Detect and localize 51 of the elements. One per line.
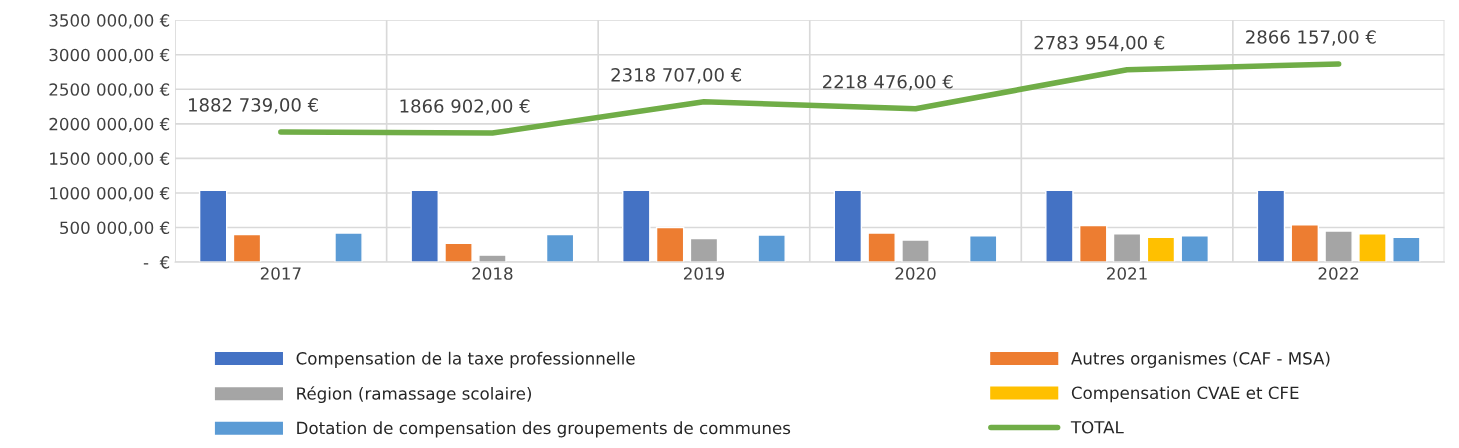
x-tick-label: 2021	[1107, 267, 1147, 280]
legend-label: Compensation CVAE et CFE	[1071, 386, 1299, 403]
bar	[1112, 233, 1142, 263]
data-label: 1866 902,00 €	[400, 99, 530, 115]
bar	[1146, 236, 1176, 263]
bar	[901, 239, 930, 263]
x-tick-label: 2017	[260, 267, 301, 280]
data-label: 2783 954,00 €	[1034, 35, 1165, 52]
data-label: 2318 707,00 €	[611, 67, 742, 84]
bar	[833, 189, 863, 263]
bar	[689, 237, 719, 263]
bar	[198, 189, 228, 263]
y-tick-label: 2500 000,00 €	[49, 83, 170, 98]
bar	[655, 226, 685, 263]
x-tick-label: 2018	[472, 267, 513, 280]
x-tick-label: 2020	[895, 267, 936, 280]
y-tick-label: 3000 000,00 €	[49, 48, 170, 63]
legend-label: TOTAL	[1070, 420, 1124, 434]
bar	[1392, 236, 1421, 263]
y-tick-label: 1500 000,00 €	[50, 152, 170, 167]
x-tick-label: 2022	[1318, 267, 1359, 280]
bar	[1180, 235, 1210, 263]
bar	[1290, 224, 1320, 263]
bar	[545, 233, 575, 263]
legend-label: Dotation de compensation des groupements de communes	[297, 421, 791, 438]
bar	[1045, 189, 1074, 263]
bar	[478, 254, 507, 263]
bar	[622, 189, 651, 263]
data-label: 2866 157,00 €	[1246, 30, 1376, 46]
legend-label: Région (ramassage scolaire)	[297, 386, 532, 404]
bar	[867, 232, 896, 263]
x-tick-label: 2019	[683, 267, 724, 280]
legend-label: Autres organismes (CAF - MSA)	[1071, 351, 1330, 368]
bar	[1256, 189, 1286, 263]
bar	[410, 189, 439, 263]
y-tick-label: - €	[143, 256, 170, 269]
bar	[757, 234, 786, 263]
bar	[444, 242, 473, 263]
bar	[1078, 224, 1108, 263]
data-label: 1882 739,00 €	[189, 98, 318, 114]
bar	[232, 233, 262, 263]
bar	[1358, 233, 1387, 263]
bar	[334, 232, 363, 263]
bar	[968, 235, 998, 263]
data-label: 2218 476,00 €	[823, 74, 953, 91]
y-tick-label: 2000 000,00 €	[49, 117, 170, 133]
legend-label: Compensation de la taxe professionnelle	[296, 351, 635, 368]
bar	[1324, 230, 1353, 263]
y-tick-label: 3500 000,00 €	[49, 14, 170, 29]
y-tick-label: 1000 000,00 €	[50, 186, 170, 202]
y-tick-label: 500 000,00 €	[60, 221, 170, 236]
